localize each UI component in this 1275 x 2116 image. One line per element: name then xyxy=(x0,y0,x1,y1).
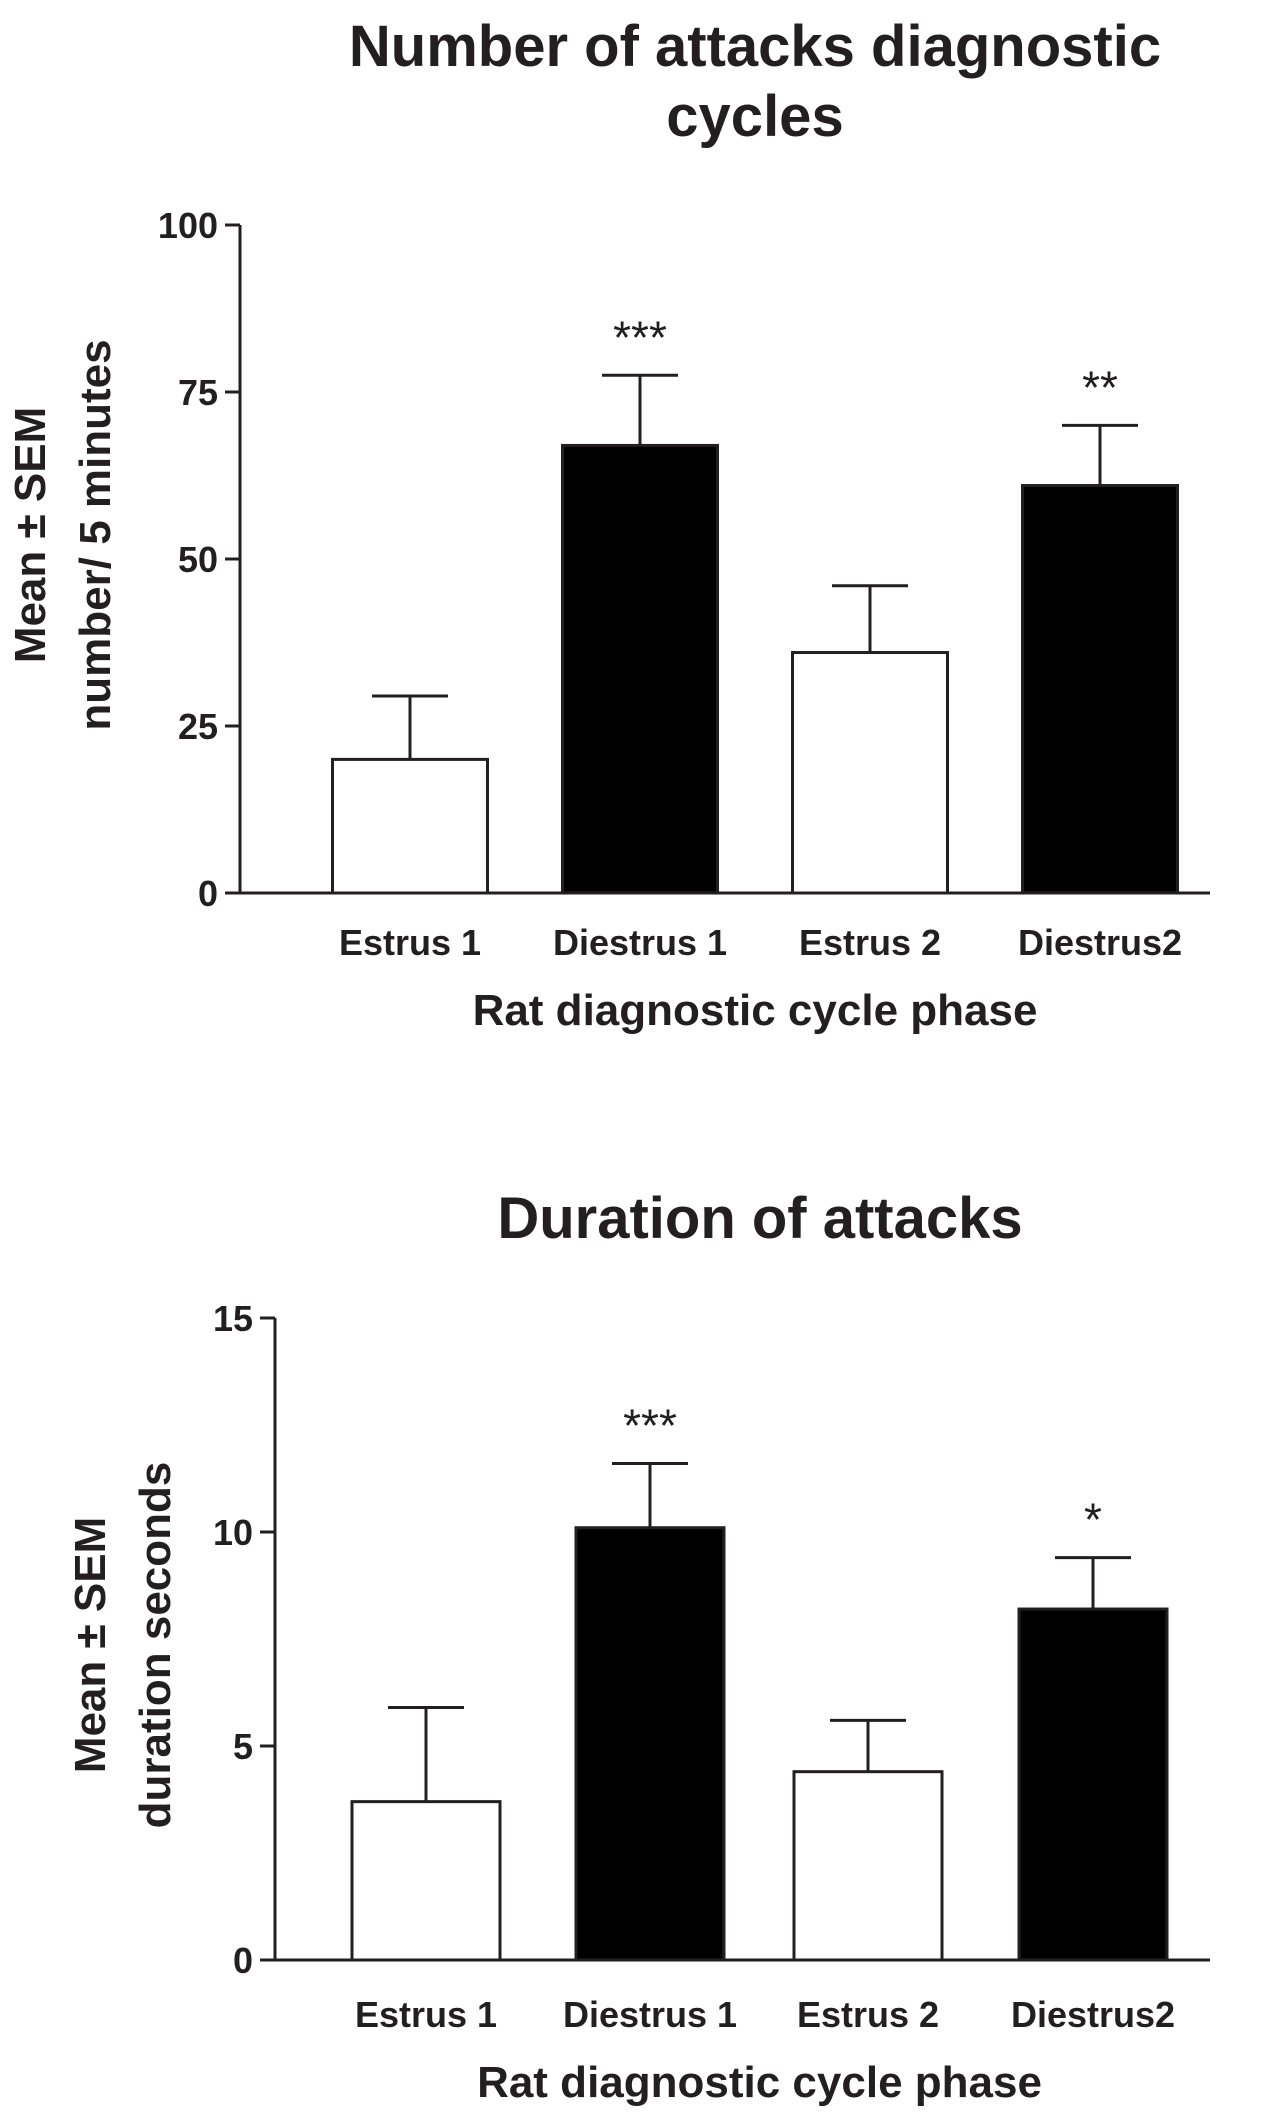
x-tick-label: Estrus 1 xyxy=(339,922,481,963)
y-tick-label: 5 xyxy=(233,1726,253,1767)
x-tick-label: Estrus 2 xyxy=(799,922,941,963)
bar xyxy=(1021,484,1179,895)
y-axis-label: Mean ± SEM xyxy=(6,407,55,663)
chart-title: Number of attacks diagnostic xyxy=(349,14,1161,79)
y-tick-label: 25 xyxy=(178,706,218,747)
chart-attack-duration: Duration of attacks Mean ± SEM duration se… xyxy=(66,1186,1210,2107)
bar xyxy=(350,1800,502,1962)
significance-marker: *** xyxy=(613,311,667,363)
bar xyxy=(574,1526,726,1962)
x-tick-label: Diestrus 1 xyxy=(553,922,727,963)
x-tick-label: Estrus 2 xyxy=(797,1994,939,2035)
significance-marker: * xyxy=(1084,1494,1102,1546)
bar xyxy=(792,1770,944,1962)
y-tick-label: 100 xyxy=(158,205,218,246)
significance-marker: ** xyxy=(1082,361,1118,413)
y-axis-label: number/ 5 minutes xyxy=(71,339,120,730)
bar xyxy=(331,757,489,895)
y-axis-label: duration seconds xyxy=(131,1462,180,1829)
x-tick-label: Diestrus2 xyxy=(1018,922,1182,963)
bar xyxy=(791,651,949,895)
significance-marker: *** xyxy=(623,1400,677,1452)
bar xyxy=(561,443,719,895)
y-tick-label: 0 xyxy=(233,1940,253,1981)
chart-title: cycles xyxy=(666,84,843,149)
y-tick-label: 75 xyxy=(178,372,218,413)
x-axis-label: Rat diagnostic cycle phase xyxy=(473,986,1038,1035)
y-tick-label: 15 xyxy=(213,1298,253,1339)
y-axis-label: Mean ± SEM xyxy=(66,1517,115,1773)
y-tick-label: 0 xyxy=(198,873,218,914)
x-tick-label: Diestrus2 xyxy=(1011,1994,1175,2035)
y-tick-label: 10 xyxy=(213,1512,253,1553)
bar xyxy=(1017,1607,1169,1962)
x-tick-label: Diestrus 1 xyxy=(563,1994,737,2035)
y-tick-label: 50 xyxy=(178,539,218,580)
x-axis-label: Rat diagnostic cycle phase xyxy=(477,2058,1042,2107)
chart-title: Duration of attacks xyxy=(497,1186,1022,1251)
x-tick-label: Estrus 1 xyxy=(355,1994,497,2035)
